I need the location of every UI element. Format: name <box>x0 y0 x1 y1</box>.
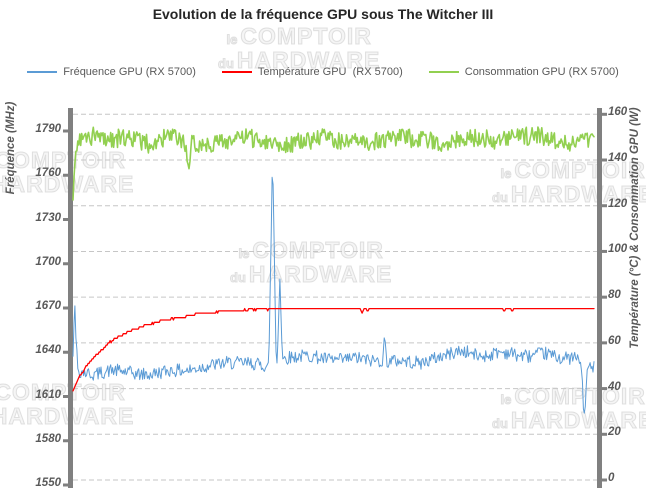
right-axis-tick-label: 140 <box>608 152 628 164</box>
legend-line-swatch <box>221 71 252 73</box>
right-axis-tick-label: 40 <box>608 380 621 393</box>
left-axis-title: Fréquence (MHz) <box>5 102 17 195</box>
left-axis-tick-label: 1670 <box>35 300 61 312</box>
data-series <box>72 126 595 414</box>
right-axis-tick-label: 100 <box>608 243 628 256</box>
legend-item: Consommation GPU (RX 5700) <box>428 66 619 78</box>
chart-legend: Fréquence GPU (RX 5700) Température GPU (… <box>0 66 646 78</box>
left-axis-tick-label: 1550 <box>35 477 61 489</box>
chart-title: Evolution de la fréquence GPU sous The W… <box>152 6 494 22</box>
legend-item-label: Consommation GPU (RX 5700) <box>464 66 619 78</box>
right-axis-tick-label: 20 <box>608 426 621 439</box>
left-axis-tick-label: 1790 <box>35 123 61 135</box>
legend-line-swatch <box>428 71 459 73</box>
left-axis-tick-label: 1580 <box>35 432 61 445</box>
right-axis-tick-label: 0 <box>608 472 615 484</box>
right-axis-tick-label: 160 <box>608 106 628 119</box>
left-axis-tick-label: 1760 <box>35 167 61 180</box>
legend-item: Température GPU (RX 5700) <box>221 66 403 78</box>
left-axis-bar <box>68 108 73 488</box>
axis-tick-marks <box>63 112 607 487</box>
right-axis-title: Température (°C) & Consommation GPU (W) <box>629 107 641 348</box>
left-axis-tick-label: 1730 <box>35 211 61 224</box>
right-axis-bar <box>597 108 602 488</box>
legend-line-swatch <box>27 71 58 73</box>
left-axis-tick-label: 1640 <box>35 344 61 357</box>
right-axis-tick-label: 60 <box>608 334 621 347</box>
left-axis-tick-label: 1610 <box>35 388 61 401</box>
series-line-temperature <box>72 307 595 392</box>
right-axis-tick-label: 120 <box>608 197 628 210</box>
left-axis-tick-label: 1700 <box>35 255 61 268</box>
legend-item-label: Température GPU (RX 5700) <box>257 66 403 78</box>
right-axis-tick-label: 80 <box>608 289 621 302</box>
legend-item: Fréquence GPU (RX 5700) <box>27 66 196 78</box>
gridlines <box>73 113 597 481</box>
series-line-frequency <box>72 176 595 414</box>
series-line-power <box>72 126 595 201</box>
legend-item-label: Fréquence GPU (RX 5700) <box>63 66 196 78</box>
